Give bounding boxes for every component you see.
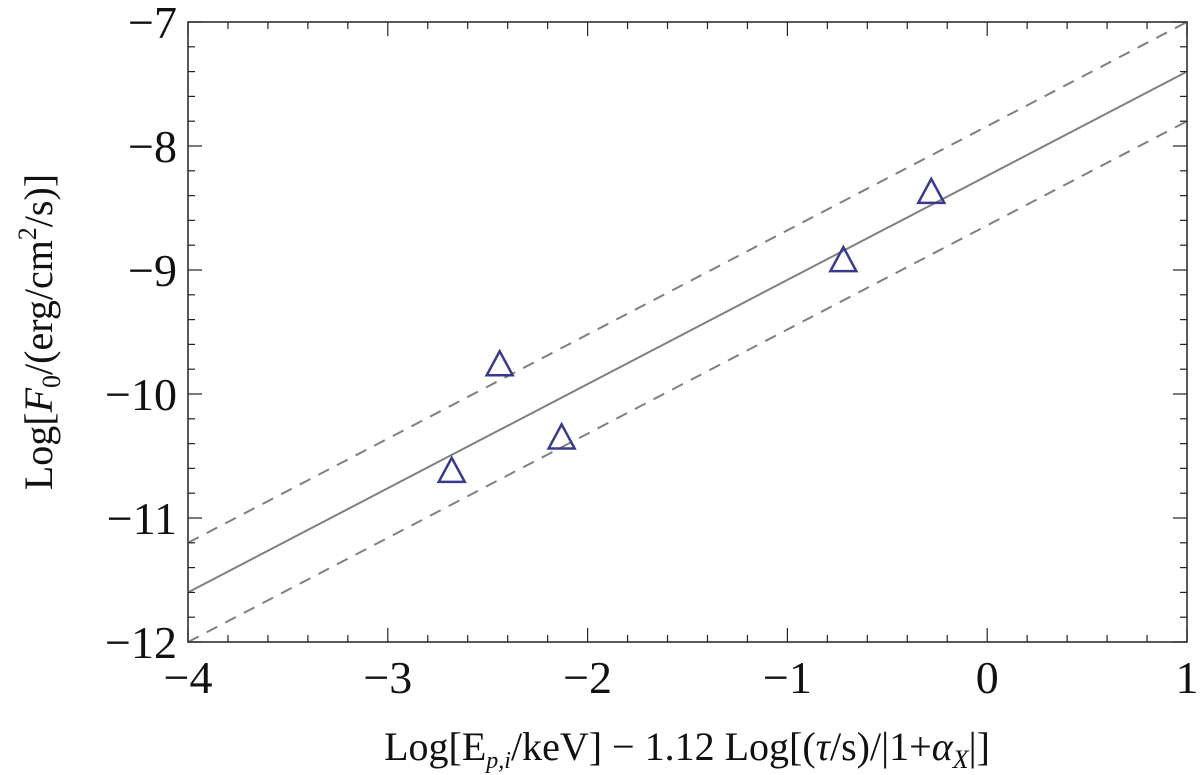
tick-labels-layer: −4 −3 −2 −1 0 1−12−11−10−9−8−7 — [105, 0, 1198, 703]
points-layer — [436, 176, 947, 484]
x-tick-label: 0 — [976, 652, 999, 703]
data-point — [436, 455, 467, 484]
x-tick-label: −1 — [763, 652, 812, 703]
x-tick-label: −4 — [164, 652, 213, 703]
data-point — [828, 244, 859, 273]
y-tick-label: −11 — [107, 493, 177, 544]
y-axis-label: Log[F0/(erg/cm2/s)] — [13, 174, 66, 490]
x-tick-label: −3 — [363, 652, 412, 703]
y-tick-label: −7 — [128, 0, 177, 48]
data-point — [546, 421, 577, 450]
data-point — [484, 348, 515, 377]
ticks-layer — [187, 21, 1188, 643]
upper-scatter-line — [188, 22, 1187, 544]
y-tick-label: −12 — [105, 617, 177, 668]
lower-scatter-line — [188, 120, 1187, 642]
x-tick-label: −2 — [563, 652, 612, 703]
lines-layer — [188, 22, 1187, 642]
x-tick-label: 1 — [1176, 652, 1199, 703]
plot-frame — [187, 21, 1188, 643]
data-point — [916, 176, 947, 205]
plot-area — [188, 22, 1187, 642]
y-tick-label: −9 — [128, 245, 177, 296]
y-tick-label: −8 — [128, 121, 177, 172]
y-tick-label: −10 — [105, 369, 177, 420]
x-axis-label: Log[Ep,i/keV] − 1.12 Log[(τ/s)/|1+αX|] — [384, 724, 990, 774]
best-fit-line — [188, 70, 1187, 594]
